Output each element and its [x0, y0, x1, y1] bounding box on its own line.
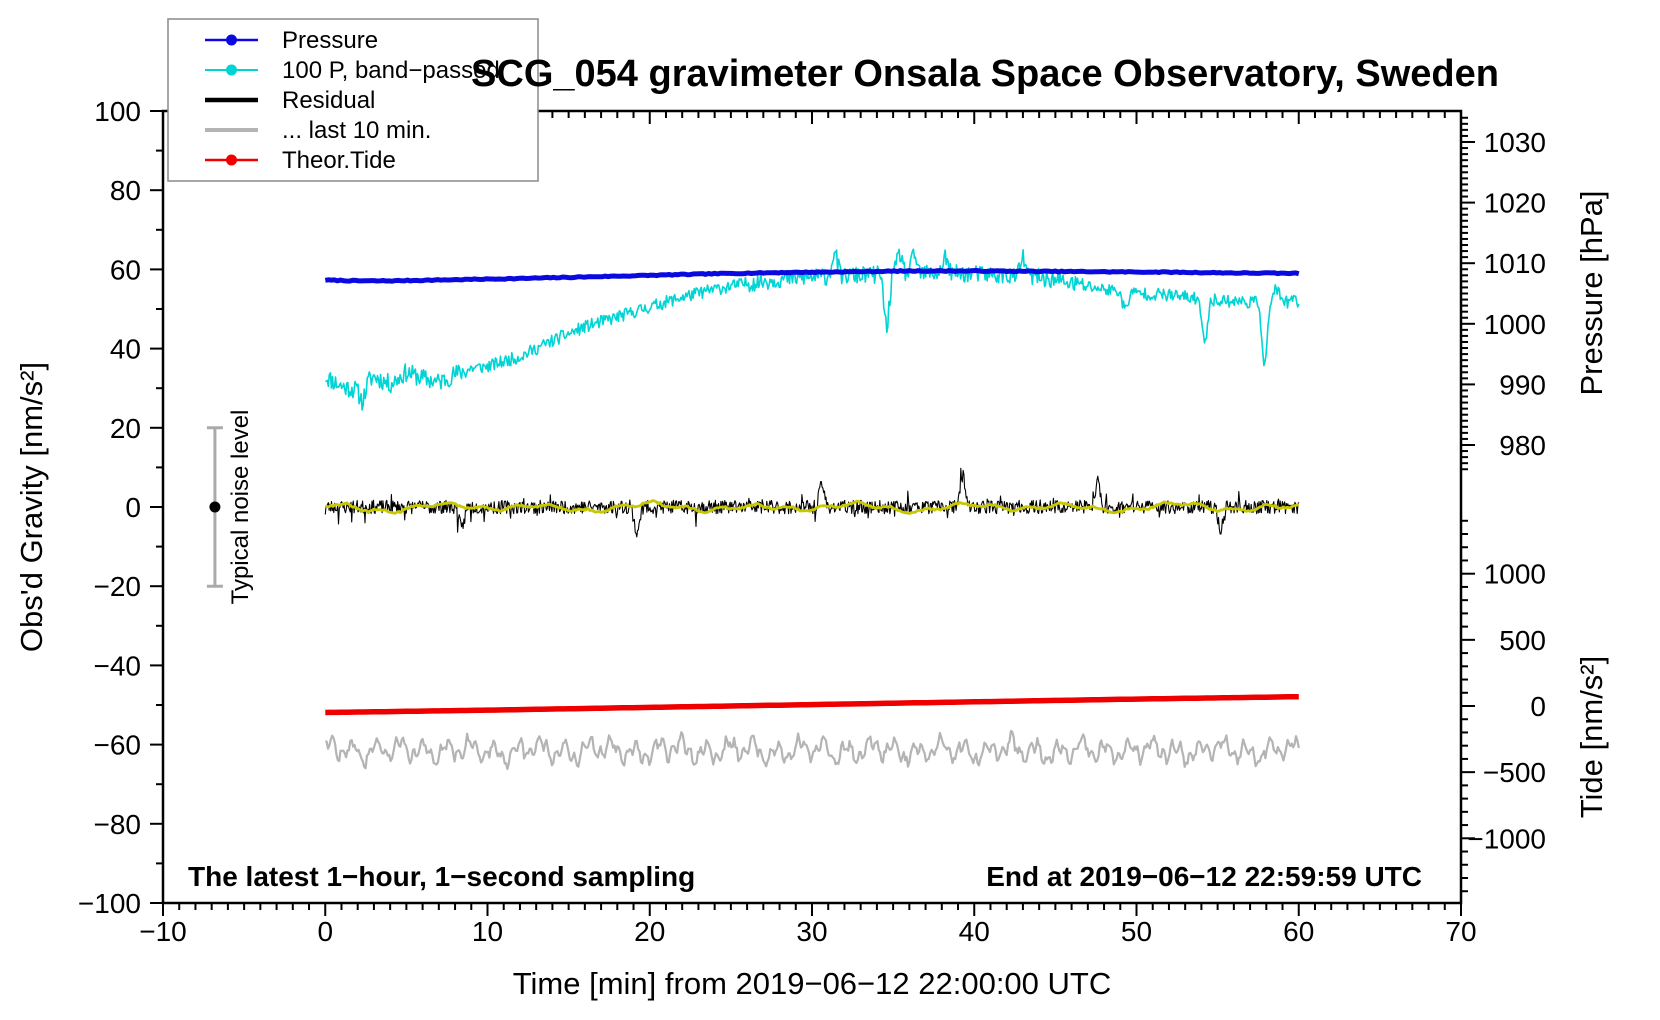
- tick-label: 100: [94, 96, 141, 127]
- legend-marker-theor-tide: [226, 154, 237, 166]
- y-right-pressure-axis-title: Pressure [hPa]: [1574, 190, 1609, 395]
- axis-ticks: −10 0 10 20 30 40 50 60 70−100−80−60−40−20020406…: [78, 96, 1546, 947]
- tick-label: −60: [94, 730, 142, 761]
- tick-label: −80: [94, 809, 142, 840]
- y-right-tide-axis-title: Tide [nm/s²]: [1574, 656, 1609, 819]
- sampling-note: The latest 1−hour, 1−second sampling: [188, 861, 695, 892]
- legend-label-band-passed: 100 P, band−passed: [282, 57, 500, 84]
- plot-frame: [161, 109, 1463, 905]
- y-left-axis-title: Obs'd Gravity [nm/s²]: [14, 362, 49, 652]
- tick-label: 1030: [1484, 127, 1546, 158]
- series-residual: [324, 467, 1300, 538]
- data-series: [324, 248, 1300, 771]
- tick-label: 0: [125, 492, 141, 523]
- noise-bar-dot: [209, 501, 221, 513]
- tick-label: 990: [1499, 369, 1546, 400]
- x-axis-title: Time [min] from 2019−06−12 22:00:00 UTC: [513, 966, 1112, 1001]
- noise-level-marker: [206, 426, 223, 588]
- tick-label: 1000: [1484, 559, 1546, 590]
- tick-label: 60: [110, 254, 141, 285]
- tick-label: 60: [1283, 916, 1314, 947]
- tick-label: 1020: [1484, 188, 1546, 219]
- tick-label: 10: [472, 916, 503, 947]
- tick-label: 80: [110, 175, 141, 206]
- tick-label: 40: [110, 334, 141, 365]
- tick-label: 40: [959, 916, 990, 947]
- legend-marker-pressure: [226, 34, 237, 46]
- legend-label-residual: Residual: [282, 87, 375, 114]
- tick-label: −40: [94, 650, 142, 681]
- tick-label: 20: [110, 413, 141, 444]
- tick-label: 20: [634, 916, 665, 947]
- tick-label: 30: [796, 916, 827, 947]
- legend-label-theor-tide: Theor.Tide: [282, 147, 396, 174]
- series-band-passed: [325, 248, 1300, 411]
- tick-label: −100: [78, 888, 141, 919]
- series-pressure: [324, 268, 1300, 284]
- series-theor-tide: [325, 693, 1299, 716]
- legend-marker-band-passed: [226, 64, 237, 76]
- legend: Pressure 100 P, band−passed Residual ... la…: [167, 18, 539, 182]
- legend-label-pressure: Pressure: [282, 27, 378, 54]
- tick-label: −1000: [1467, 823, 1546, 854]
- noise-level-label: Typical noise level: [227, 410, 254, 605]
- tick-label: −20: [94, 571, 142, 602]
- tick-label: 980: [1499, 430, 1546, 461]
- tick-label: 50: [1121, 916, 1152, 947]
- tick-label: 0: [1530, 691, 1546, 722]
- tick-label: 0: [317, 916, 333, 947]
- chart-title: SCG_054 gravimeter Onsala Space Observat…: [471, 53, 1499, 95]
- tick-label: 500: [1499, 625, 1546, 656]
- tick-label: 70: [1445, 916, 1476, 947]
- series-last-10-min: [325, 729, 1300, 771]
- end-note: End at 2019−06−12 22:59:59 UTC: [986, 861, 1422, 892]
- legend-label-last-10-min: ... last 10 min.: [282, 117, 431, 144]
- series-residual-smooth: [324, 499, 1300, 515]
- tick-label: −10: [139, 916, 187, 947]
- tick-label: 1010: [1484, 248, 1546, 279]
- tick-label: 1000: [1484, 309, 1546, 340]
- tick-label: −500: [1483, 757, 1546, 788]
